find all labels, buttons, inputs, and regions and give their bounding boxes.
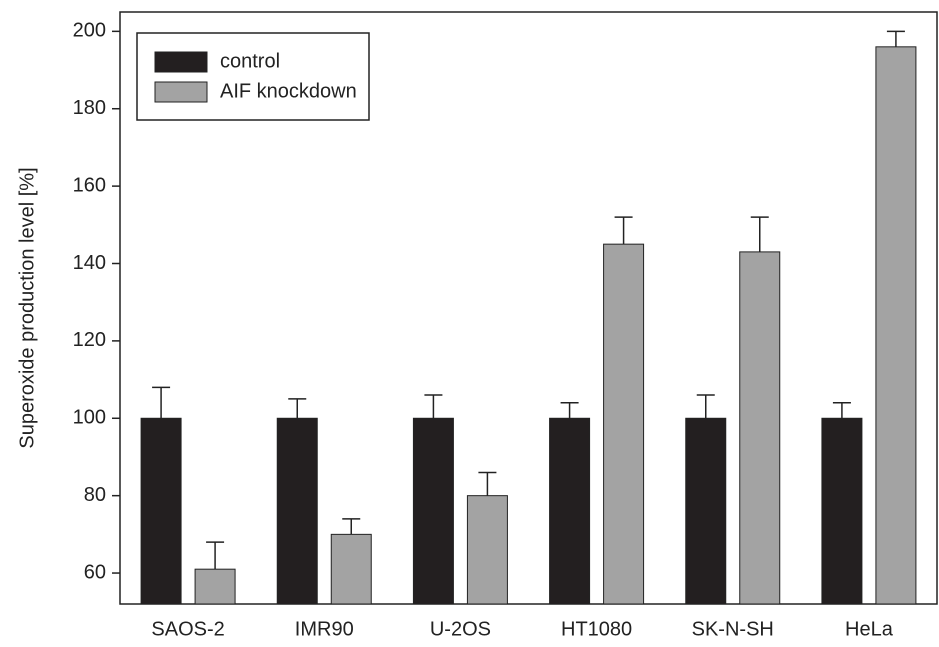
x-tick-label: SAOS-2 <box>151 618 224 640</box>
x-tick-label: U-2OS <box>430 618 491 640</box>
legend-label: control <box>220 50 280 72</box>
legend-swatch <box>154 51 208 73</box>
bar <box>603 243 645 605</box>
bar <box>875 46 917 605</box>
x-tick-label: HeLa <box>845 618 894 640</box>
x-tick-label: HT1080 <box>561 618 632 640</box>
x-tick-label: SK-N-SH <box>692 618 774 640</box>
bar <box>412 417 454 605</box>
y-tick-label: 80 <box>84 484 106 506</box>
y-tick-label: 200 <box>73 20 106 42</box>
bar <box>739 251 781 605</box>
y-tick-label: 120 <box>73 329 106 351</box>
bar <box>466 495 508 605</box>
legend-box <box>136 32 370 121</box>
y-tick-label: 180 <box>73 97 106 119</box>
legend-swatch <box>154 81 208 103</box>
plot-frame <box>119 11 938 605</box>
y-tick-label: 140 <box>73 252 106 274</box>
y-tick-label: 160 <box>73 174 106 196</box>
legend-label: AIF knockdown <box>220 80 357 102</box>
y-axis-label: Superoxide production level [%] <box>16 167 38 448</box>
x-tick-label: IMR90 <box>295 618 354 640</box>
bar <box>685 417 727 605</box>
bar <box>549 417 591 605</box>
y-tick-label: 60 <box>84 561 106 583</box>
y-tick-label: 100 <box>73 407 106 429</box>
bar <box>821 417 863 605</box>
bar <box>194 568 236 605</box>
bar <box>276 417 318 605</box>
bar <box>330 533 372 605</box>
bar <box>140 417 182 605</box>
